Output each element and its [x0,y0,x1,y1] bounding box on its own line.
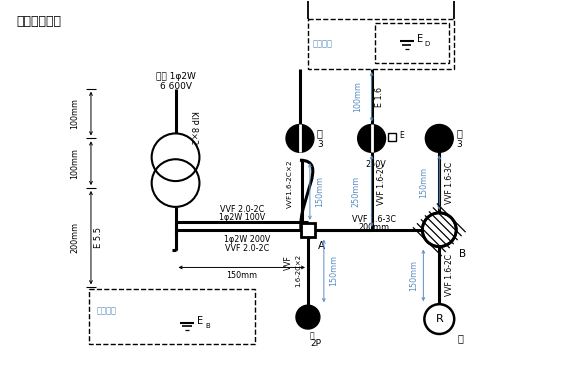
Text: E: E [417,34,423,44]
Text: 6 600V: 6 600V [160,82,192,91]
Text: E: E [399,131,404,140]
Text: 250V: 250V [365,160,386,169]
Bar [375,23,449,63]
Text: 1φ2W 200V: 1φ2W 200V [223,235,270,244]
Text: 3: 3 [317,140,322,149]
Text: 250mm: 250mm [351,176,360,207]
Text: イ: イ [317,129,323,139]
Text: R: R [436,314,443,324]
Text: 150mm: 150mm [409,260,418,291]
Text: B: B [459,249,466,259]
Circle shape [422,213,456,247]
Text: D: D [425,41,430,47]
Text: B: B [205,323,210,328]
Text: VVF 1.6-2C: VVF 1.6-2C [445,254,454,296]
Text: VVF 1.6-3C: VVF 1.6-3C [445,162,454,204]
Text: 施工省略: 施工省略 [313,40,333,49]
Text: 電源 1φ2W: 電源 1φ2W [156,72,195,81]
Text: VVF 2.0-2C: VVF 2.0-2C [224,244,269,253]
Circle shape [424,304,454,334]
Circle shape [426,124,453,152]
Circle shape [296,305,320,329]
Text: VVF1.6-2C×2: VVF1.6-2C×2 [287,160,293,208]
Text: 150mm: 150mm [419,167,428,198]
Text: 150mm: 150mm [226,271,257,280]
Text: 1.6-2C×2: 1.6-2C×2 [295,254,301,288]
Text: KIP 8×2: KIP 8×2 [189,111,198,144]
Text: E 5.5: E 5.5 [94,227,103,248]
Text: 3: 3 [456,140,462,149]
Text: 150mm: 150mm [329,255,338,286]
Text: A: A [318,241,325,251]
Bar [89,289,255,344]
Bar [388,134,395,141]
Text: 2P: 2P [310,339,321,348]
Text: VVF: VVF [283,256,293,270]
Bar [301,223,315,237]
Text: 施工省略: 施工省略 [97,306,117,315]
Text: VVF 2.0-2C: VVF 2.0-2C [220,205,264,214]
Text: E 1.6: E 1.6 [375,87,384,107]
Text: 150mm: 150mm [315,176,324,207]
Text: 100mm: 100mm [71,148,79,179]
Text: 100mm: 100mm [71,98,79,129]
Text: VVF 1.6-3C: VVF 1.6-3C [352,215,396,224]
Text: 200mm: 200mm [358,223,389,232]
Circle shape [358,124,385,152]
Bar [308,19,454,69]
Text: イ: イ [457,333,463,343]
Text: VVF 1.6-2C: VVF 1.6-2C [377,163,386,205]
Text: イ: イ [456,129,462,139]
Text: 100mm: 100mm [353,81,362,112]
Text: 図１．配線図: 図１．配線図 [16,15,61,28]
Text: 1φ2W 100V: 1φ2W 100V [219,213,265,222]
Text: 口: 口 [310,331,315,340]
Text: E: E [197,316,203,326]
Text: 200mm: 200mm [71,222,79,253]
Circle shape [286,124,314,152]
